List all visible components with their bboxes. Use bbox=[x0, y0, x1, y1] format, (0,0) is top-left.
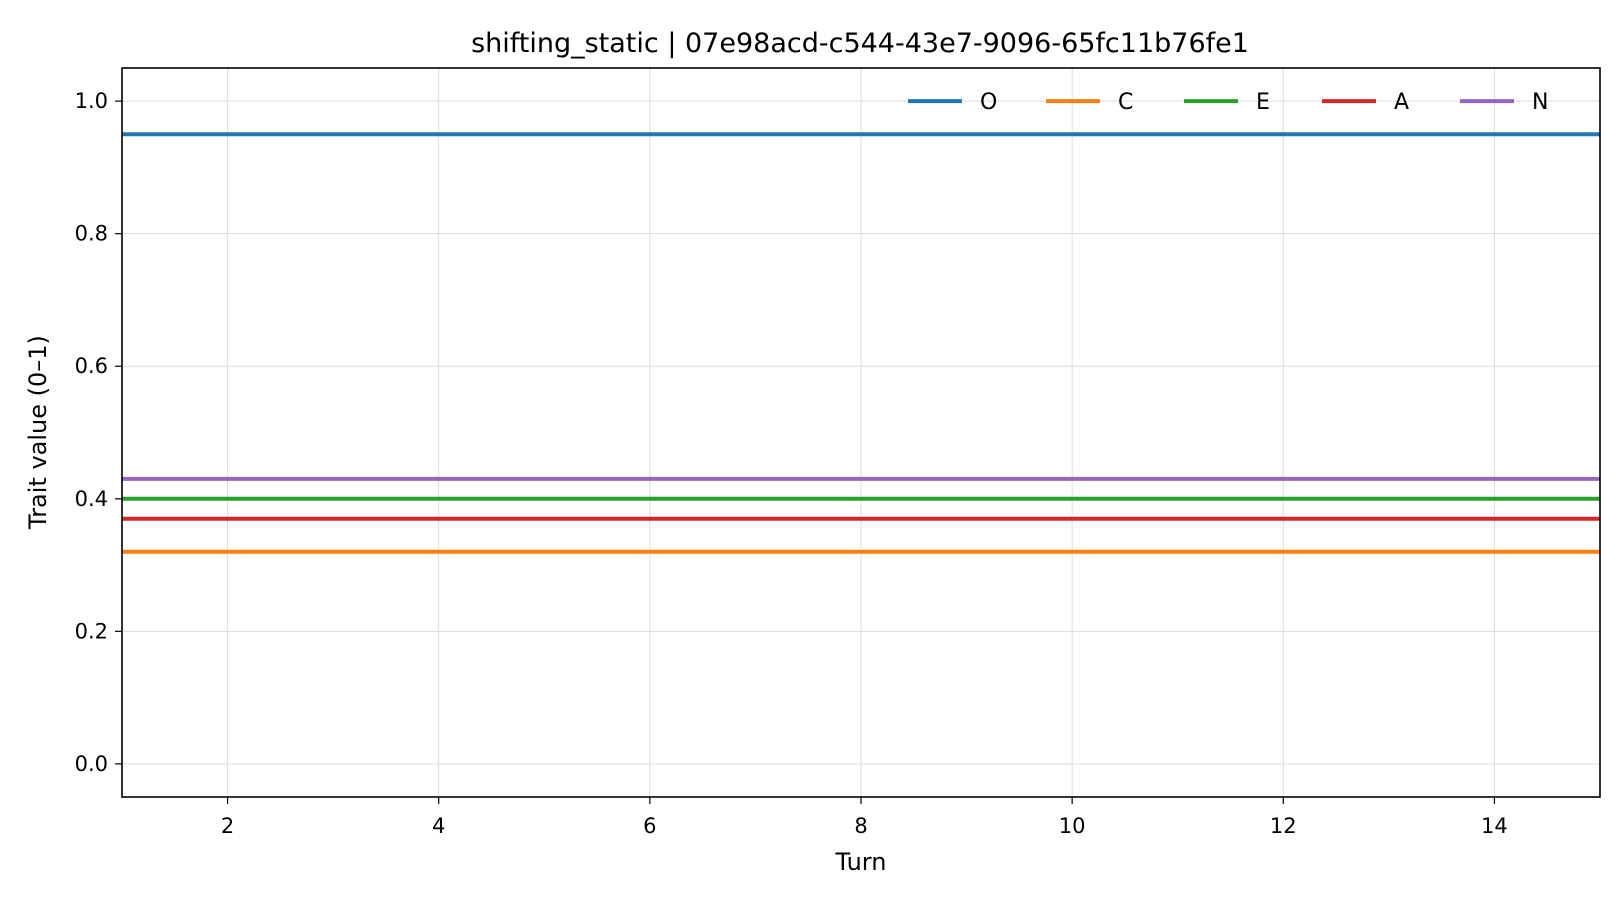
x-tick-label: 8 bbox=[854, 814, 867, 838]
x-tick-label: 6 bbox=[643, 814, 656, 838]
y-tick-label: 0.4 bbox=[75, 487, 108, 511]
legend-label-o: O bbox=[980, 90, 997, 115]
chart-title: shifting_static | 07e98acd-c544-43e7-909… bbox=[471, 28, 1249, 59]
series-lines bbox=[122, 132, 1600, 554]
x-tick-label: 14 bbox=[1481, 814, 1508, 838]
x-axis: 2 4 6 8 10 12 14 bbox=[221, 797, 1508, 838]
x-tick-label: 4 bbox=[432, 814, 445, 838]
x-tick-label: 10 bbox=[1059, 814, 1086, 838]
legend-label-n: N bbox=[1532, 90, 1548, 115]
x-axis-label: Turn bbox=[835, 848, 887, 876]
y-axis: 0.0 0.2 0.4 0.6 0.8 1.0 bbox=[75, 89, 122, 776]
x-tick-label: 12 bbox=[1270, 814, 1297, 838]
y-tick-label: 0.0 bbox=[75, 752, 108, 776]
legend-label-c: C bbox=[1118, 90, 1133, 115]
y-tick-label: 0.2 bbox=[75, 619, 108, 643]
y-tick-label: 0.6 bbox=[75, 354, 108, 378]
legend-label-a: A bbox=[1394, 90, 1409, 115]
legend-label-e: E bbox=[1256, 90, 1270, 115]
y-axis-label: Trait value (0–1) bbox=[24, 335, 52, 530]
y-tick-label: 1.0 bbox=[75, 89, 108, 113]
y-tick-label: 0.8 bbox=[75, 222, 108, 246]
x-tick-label: 2 bbox=[221, 814, 234, 838]
